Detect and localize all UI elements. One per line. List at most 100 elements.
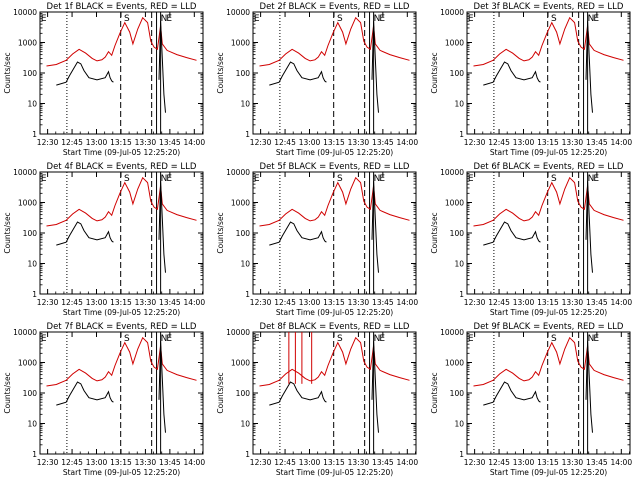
series-line-events [371,181,379,273]
y-tick-label: 10000 [13,328,37,337]
y-axis-label: Counts/sec [216,372,225,413]
x-tick-label: 13:30 [135,298,157,307]
x-axis-label: Start Time (09-Jul-05 12:25:20) [276,308,393,317]
x-tick-label: 13:30 [348,298,370,307]
x-tick-label: 12:30 [250,458,272,467]
y-tick-label: 1 [245,290,250,299]
x-tick-label: 13:45 [586,458,608,467]
x-tick-label: 12:45 [61,298,83,307]
y-tick-label: 1000 [18,39,37,48]
panel-title: Det 2f BLACK = Events, RED = LLD [260,2,410,12]
series-line-events [585,341,593,433]
y-tick-label: 10000 [13,168,37,177]
x-tick-label: 12:45 [274,458,296,467]
x-tick-label: 13:15 [110,298,132,307]
y-tick-label: 1000 [18,359,37,368]
marker-label: N [161,14,168,24]
series-line-events [269,221,327,246]
marker-label: S [551,14,557,24]
y-axis-label: Counts/sec [430,372,439,413]
x-tick-label: 13:15 [323,298,345,307]
panel-title: Det 7f BLACK = Events, RED = LLD [47,322,197,332]
marker-label: E [593,174,599,184]
x-tick-label: 14:00 [183,138,205,147]
x-tick-label: 12:30 [37,138,59,147]
y-tick-label: 10 [454,100,464,109]
panel-title: Det 8f BLACK = Events, RED = LLD [260,322,410,332]
x-tick-label: 14:00 [183,298,205,307]
marker-label: S [124,14,130,24]
detector-panel-2: Det 2f BLACK = Events, RED = LLD 1 10 100 10… [216,2,418,157]
y-tick-label: 10000 [13,8,37,17]
x-axis-label: Start Time (09-Jul-05 12:25:20) [63,308,180,317]
series-line-events [483,221,541,246]
x-tick-label: 12:45 [61,458,83,467]
detector-panel-6: Det 6f BLACK = Events, RED = LLD 1 10 100 10… [430,162,632,317]
y-tick-label: 1 [459,290,464,299]
x-tick-label: 14:00 [610,298,632,307]
series-line-lld [46,176,197,227]
y-tick-label: 1000 [231,359,250,368]
series-line-events [269,381,327,406]
x-tick-label: 13:15 [537,298,559,307]
panel-title: Det 1f BLACK = Events, RED = LLD [47,2,197,12]
marker-label: S [124,334,130,344]
y-tick-label: 100 [236,229,251,238]
series-line-lld [473,336,624,387]
y-axis-label: Counts/sec [430,212,439,253]
x-axis-label: Start Time (09-Jul-05 12:25:20) [490,468,607,477]
x-tick-label: 14:00 [396,458,418,467]
marker-label: E [254,334,260,344]
y-tick-label: 100 [450,229,465,238]
x-tick-label: 14:00 [610,458,632,467]
y-tick-label: 10 [240,420,250,429]
panel-title: Det 6f BLACK = Events, RED = LLD [474,162,624,172]
x-tick-label: 13:45 [586,298,608,307]
x-axis-label: Start Time (09-Jul-05 12:25:20) [63,468,180,477]
marker-label: E [166,14,172,24]
y-axis-label: Counts/sec [216,52,225,93]
marker-label: E [593,334,599,344]
marker-label: E [254,14,260,24]
series-line-events [56,381,114,406]
y-tick-label: 1 [459,450,464,459]
x-tick-label: 12:30 [464,458,486,467]
panel-title: Det 9f BLACK = Events, RED = LLD [474,322,624,332]
marker-label: S [337,334,343,344]
x-tick-label: 12:45 [488,138,510,147]
marker-label: E [379,174,385,184]
x-tick-label: 13:45 [159,298,181,307]
y-tick-label: 10000 [440,8,464,17]
series-line-lld [473,176,624,227]
detector-panel-3: Det 3f BLACK = Events, RED = LLD 1 10 100 10… [430,2,632,157]
panel-title: Det 3f BLACK = Events, RED = LLD [474,2,624,12]
series-line-lld [46,336,197,387]
x-tick-label: 12:30 [250,138,272,147]
marker-label: N [588,334,595,344]
detector-panel-7: Det 7f BLACK = Events, RED = LLD 1 10 100 10… [3,322,205,477]
panel-title: Det 5f BLACK = Events, RED = LLD [260,162,410,172]
y-tick-label: 1 [32,130,37,139]
marker-label: N [374,334,381,344]
y-axis-label: Counts/sec [216,212,225,253]
marker-label: S [124,174,130,184]
y-tick-label: 10000 [226,328,250,337]
detector-panel-9: Det 9f BLACK = Events, RED = LLD 1 10 100 10… [430,322,632,477]
y-tick-label: 1000 [231,199,250,208]
x-tick-label: 13:00 [513,458,535,467]
marker-label: N [588,174,595,184]
y-tick-label: 100 [23,389,38,398]
series-line-events [56,61,114,86]
marker-label: N [374,174,381,184]
y-tick-label: 100 [450,389,465,398]
y-axis-label: Counts/sec [3,52,12,93]
x-tick-label: 12:45 [274,298,296,307]
x-tick-label: 13:00 [299,298,321,307]
series-line-lld [259,16,410,67]
x-tick-label: 13:45 [159,458,181,467]
x-tick-label: 13:30 [562,138,584,147]
series-line-lld [473,16,624,67]
detector-panel-1: Det 1f BLACK = Events, RED = LLD 1 10 100 10… [3,2,205,157]
y-tick-label: 1000 [445,39,464,48]
